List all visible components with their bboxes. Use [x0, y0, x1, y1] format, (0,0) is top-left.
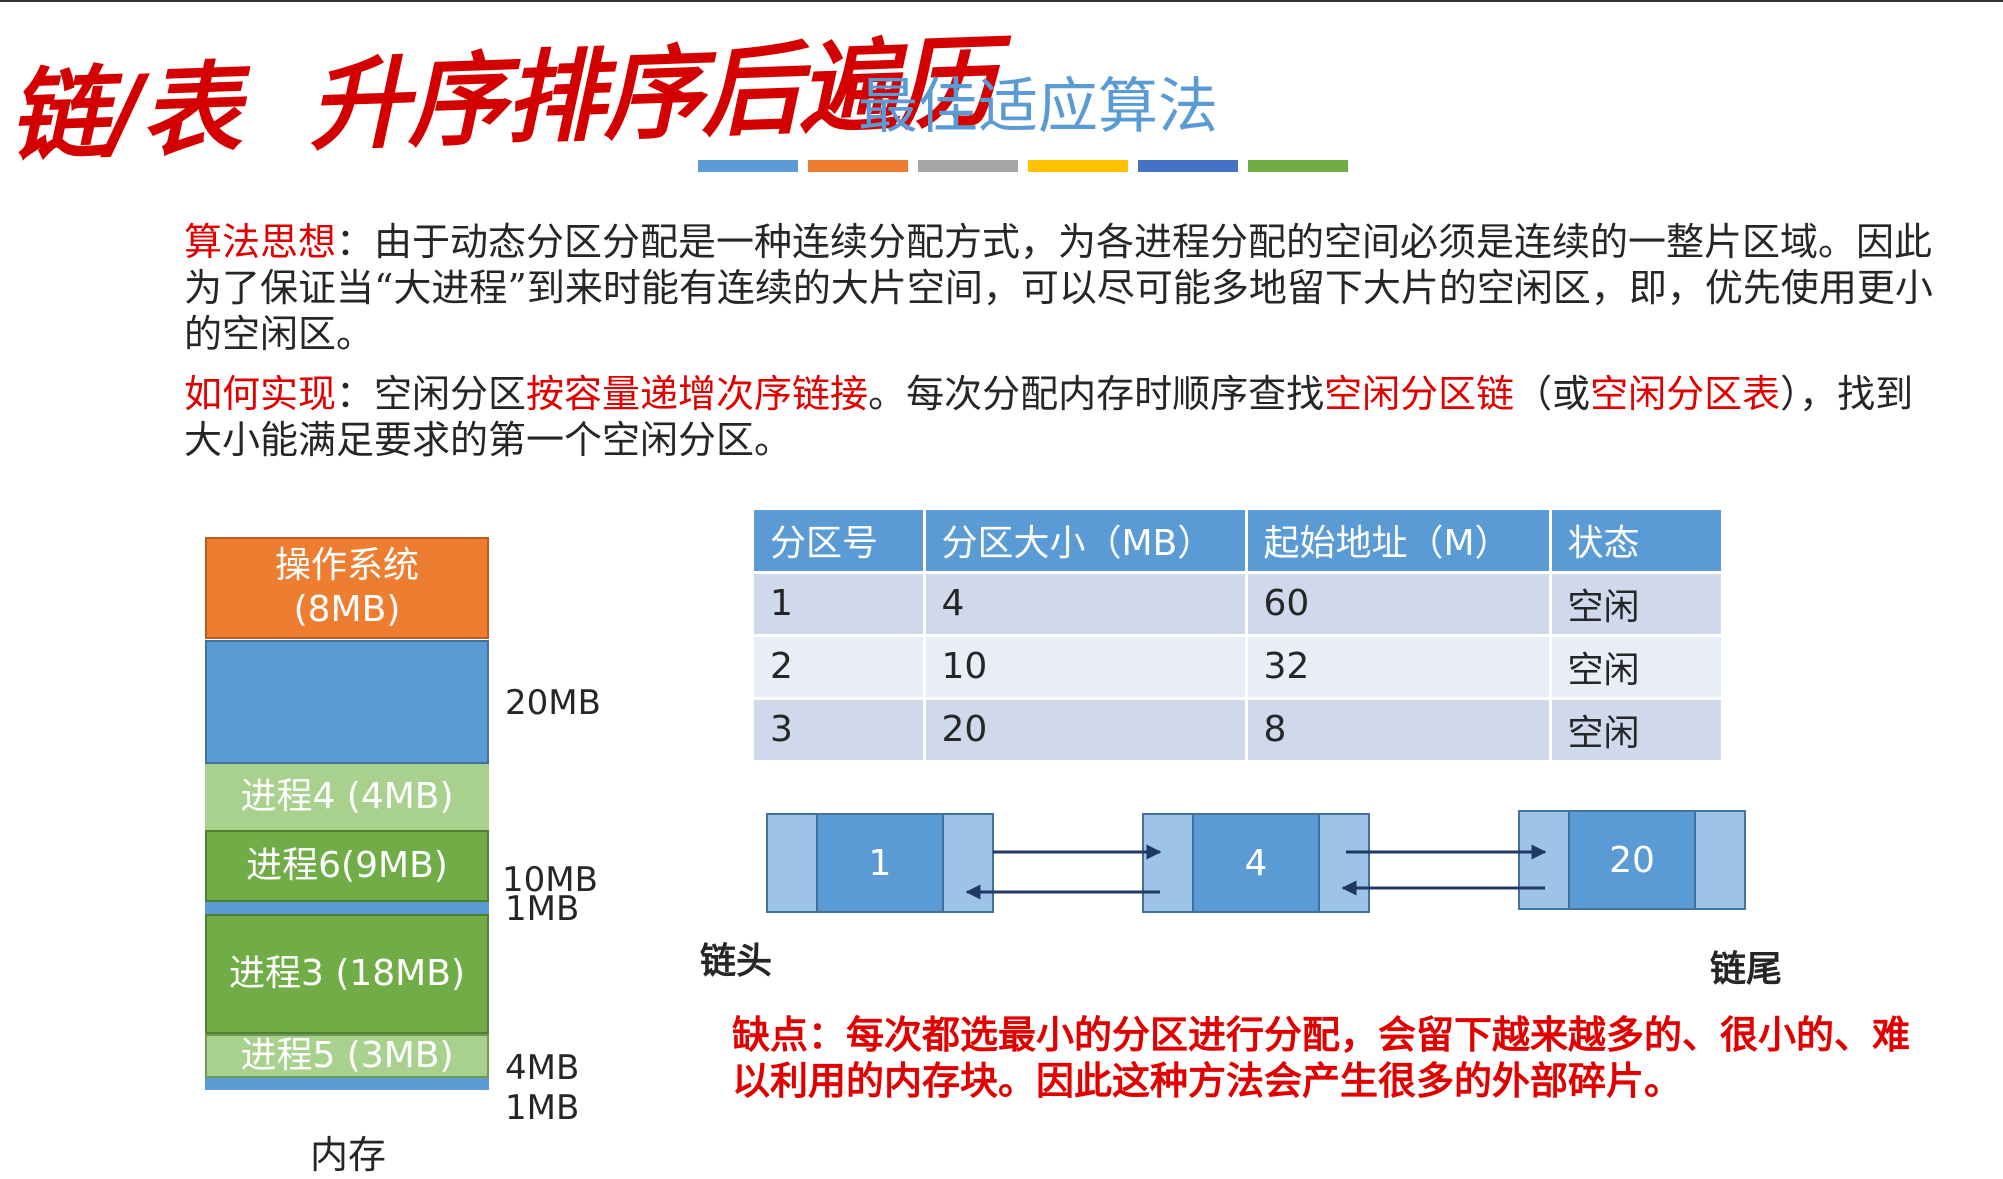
memory-os-block: 操作系统 (8MB) [205, 537, 489, 639]
stripe-2 [808, 160, 908, 172]
free-size-label: 10MB [502, 860, 598, 900]
idea-text: 由于动态分区分配是一种连续分配方式，为各进程分配的空间必须是连续的一整片区域。因… [184, 220, 1933, 356]
table-cell: 8 [1246, 698, 1552, 763]
stripe-6 [1248, 160, 1348, 172]
table-cell: 4 [924, 572, 1248, 637]
impl-label: 如何实现 [184, 372, 337, 416]
impl-text-3: （或 [1514, 372, 1591, 416]
table-cell: 空闲 [1550, 572, 1724, 637]
os-size: (8MB) [293, 589, 401, 630]
table-cell: 20 [924, 698, 1248, 763]
stripe-5 [1138, 160, 1238, 172]
node-next-pointer [1318, 813, 1370, 913]
stripe-3 [918, 160, 1018, 172]
idea-label: 算法思想 [184, 220, 337, 264]
memory-free-block-1mb-upper [205, 902, 489, 914]
impl-text-1: 空闲分区 [374, 372, 527, 416]
free-size-label: 20MB [505, 683, 601, 723]
memory-process5-block: 进程5 (3MB) [205, 1034, 489, 1078]
impl-highlight-3: 空闲分区表 [1590, 372, 1781, 416]
node-value: 4 [1194, 813, 1318, 913]
node-value: 20 [1570, 810, 1694, 910]
idea-colon: ： [336, 220, 375, 264]
node-next-pointer [1694, 810, 1746, 910]
process6-label: 进程6(9MB) [246, 845, 448, 886]
impl-text-4: ），找到大小能满足要求的第一个空闲分区。 [184, 372, 1914, 462]
process3-label: 进程3 (18MB) [228, 953, 465, 994]
table-row: 2 10 32 空闲 [754, 635, 1724, 700]
impl-colon: ： [336, 372, 375, 416]
slide-title: 最佳适应算法 [858, 72, 1218, 142]
impl-highlight-1: 按容量递增次序链接 [526, 372, 869, 416]
free-size-label: 4MB [505, 1048, 580, 1088]
top-border-line [0, 0, 2003, 2]
table-cell: 10 [924, 635, 1248, 700]
list-node-1: 1 [766, 813, 994, 913]
memory-free-block-20mb [205, 640, 489, 764]
list-node-2: 4 [1142, 813, 1370, 913]
list-head-label: 链头 [700, 941, 773, 982]
node-prev-pointer [1518, 810, 1570, 910]
node-prev-pointer [766, 813, 818, 913]
table-header-row: 分区号 分区大小（MB） 起始地址（M） 状态 [754, 510, 1724, 574]
stripe-4 [1028, 160, 1128, 172]
table-row: 3 20 8 空闲 [754, 698, 1724, 763]
memory-free-block-1mb-lower [205, 1078, 489, 1090]
table-header-cell: 状态 [1550, 510, 1724, 574]
os-name: 操作系统 [274, 545, 419, 586]
table-header-cell: 起始地址（M） [1246, 510, 1552, 574]
free-partition-table: 分区号 分区大小（MB） 起始地址（M） 状态 1 4 60 空闲 2 10 3… [754, 510, 1724, 763]
process5-label: 进程5 (3MB) [240, 1035, 454, 1076]
table-cell: 空闲 [1550, 635, 1724, 700]
memory-caption: 内存 [310, 1133, 387, 1177]
algorithm-idea-paragraph: 算法思想：由于动态分区分配是一种连续分配方式，为各进程分配的空间必须是连续的一整… [184, 219, 1944, 357]
table-header-cell: 分区大小（MB） [924, 510, 1248, 574]
table-header-cell: 分区号 [754, 510, 926, 574]
stripe-1 [698, 160, 798, 172]
memory-process3-block: 进程3 (18MB) [205, 914, 489, 1034]
list-tail-label: 链尾 [1710, 949, 1783, 990]
list-node-3: 20 [1518, 810, 1746, 910]
process4-label: 进程4 (4MB) [240, 776, 454, 817]
table-cell: 60 [1246, 572, 1552, 637]
impl-text-2: 。每次分配内存时顺序查找 [868, 372, 1325, 416]
table-row: 1 4 60 空闲 [754, 572, 1724, 637]
table-cell: 2 [754, 635, 926, 700]
table-cell: 3 [754, 698, 926, 763]
drawback-text: 缺点：每次都选最小的分区进行分配，会留下越来越多的、很小的、难以利用的内存块。因… [732, 1013, 1911, 1103]
table-cell: 空闲 [1550, 698, 1724, 763]
table-cell: 32 [1246, 635, 1552, 700]
implementation-paragraph: 如何实现：空闲分区按容量递增次序链接。每次分配内存时顺序查找空闲分区链（或空闲分… [184, 371, 1944, 463]
memory-process4-block: 进程4 (4MB) [205, 764, 489, 830]
impl-highlight-2: 空闲分区链 [1324, 372, 1515, 416]
node-prev-pointer [1142, 813, 1194, 913]
node-value: 1 [818, 813, 942, 913]
free-size-label: 1MB [505, 889, 580, 929]
memory-process6-block: 进程6(9MB) [205, 830, 489, 902]
table-cell: 1 [754, 572, 926, 637]
free-size-label: 1MB [505, 1088, 580, 1128]
